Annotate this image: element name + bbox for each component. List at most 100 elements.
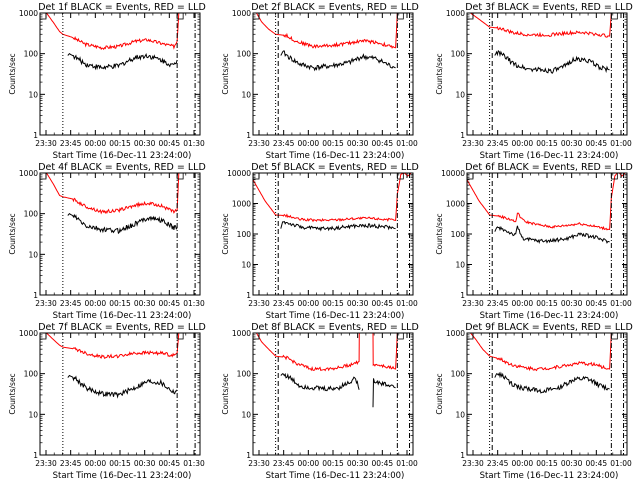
events-series-line (67, 52, 178, 71)
x-tick-label: 23:45 (60, 299, 82, 308)
y-tick-label: 10 (455, 90, 465, 99)
y-tick-label: 1 (460, 451, 465, 460)
panel-title: Det 5f BLACK = Events, RED = LLD (252, 162, 420, 173)
y-tick-label: 1000 (232, 329, 251, 338)
y-axis-label: Counts/sec (221, 213, 230, 254)
panel-det-1: Det 1f BLACK = Events, RED = LLD Counts/s… (8, 2, 206, 161)
y-tick-label: 1 (33, 291, 38, 300)
x-tick-label: 00:00 (85, 459, 107, 468)
y-tick-label: 100 (237, 50, 252, 59)
x-tick-label: 23:45 (60, 459, 82, 468)
x-tick-label: 01:30 (183, 299, 205, 308)
x-tick-label: 00:00 (511, 299, 533, 308)
y-tick-label: 10 (242, 261, 252, 270)
series-group (46, 13, 180, 71)
x-tick-label: 01:00 (397, 459, 419, 468)
saa-marker (39, 172, 47, 180)
x-tick-label: 00:15 (323, 139, 345, 148)
panel-title: Det 8f BLACK = Events, RED = LLD (252, 322, 420, 333)
events-series-line (67, 374, 178, 399)
plot-frame (39, 172, 201, 296)
x-tick-label: 00:30 (347, 299, 369, 308)
y-tick-label: 1000 (446, 200, 465, 209)
y-tick-label: 10 (28, 250, 38, 259)
panel-title: Det 3f BLACK = Events, RED = LLD (465, 2, 633, 13)
lld-series-line (46, 333, 180, 359)
y-tick-label: 100 (237, 370, 252, 379)
x-tick-label: 23:30 (249, 299, 271, 308)
x-tick-label: 23:30 (35, 299, 57, 308)
x-axis-label: Start Time (16-Dec-11 23:24:00) (479, 311, 618, 321)
y-axis-label: Counts/sec (221, 53, 230, 94)
x-axis-label: Start Time (16-Dec-11 23:24:00) (266, 151, 405, 161)
y-tick-label: 1 (247, 291, 252, 300)
x-tick-label: 00:15 (536, 299, 558, 308)
y-tick-label: 1000 (19, 9, 38, 18)
panel-det-7: Det 7f BLACK = Events, RED = LLD Counts/s… (8, 322, 206, 480)
x-tick-label: 23:30 (462, 299, 484, 308)
y-axis-label: Counts/sec (8, 53, 17, 94)
series-group (469, 13, 612, 74)
series-group (469, 333, 612, 394)
y-tick-label: 1 (33, 451, 38, 460)
y-axis-label: Counts/sec (8, 213, 17, 254)
saa-marker (397, 12, 405, 20)
plot-frame (252, 172, 414, 296)
y-tick-label: 1 (247, 131, 252, 140)
x-tick-label: 00:30 (561, 299, 583, 308)
x-tick-label: 01:00 (610, 139, 632, 148)
events-series-line (372, 378, 397, 408)
saa-marker (610, 12, 618, 20)
x-tick-label: 01:00 (610, 299, 632, 308)
x-tick-label: 00:45 (372, 459, 394, 468)
y-tick-label: 10 (28, 410, 38, 419)
panel-title: Det 4f BLACK = Events, RED = LLD (38, 162, 206, 173)
series-group (253, 173, 412, 232)
x-tick-label: 00:15 (109, 299, 131, 308)
lld-series-line (256, 333, 361, 372)
y-axis-label: Counts/sec (221, 373, 230, 414)
y-axis-label: Counts/sec (8, 373, 17, 414)
y-tick-label: 1 (33, 131, 38, 140)
lld-series-line (469, 13, 612, 38)
lld-series-line (466, 173, 626, 231)
panel-title: Det 6f BLACK = Events, RED = LLD (465, 162, 633, 173)
x-axis-label: Start Time (16-Dec-11 23:24:00) (53, 151, 192, 161)
panel-det-3: Det 3f BLACK = Events, RED = LLD Counts/s… (435, 2, 633, 161)
x-tick-label: 00:45 (585, 139, 607, 148)
x-tick-label: 00:15 (536, 459, 558, 468)
plot-frame (39, 12, 201, 136)
x-tick-label: 00:45 (585, 459, 607, 468)
x-tick-label: 00:00 (85, 299, 107, 308)
events-series-line (494, 225, 610, 245)
x-tick-label: 01:00 (397, 299, 419, 308)
x-tick-label: 23:30 (35, 139, 57, 148)
x-tick-label: 00:30 (134, 459, 156, 468)
x-tick-label: 00:15 (536, 139, 558, 148)
x-tick-label: 00:00 (511, 139, 533, 148)
x-tick-label: 00:30 (134, 299, 156, 308)
panel-det-2: Det 2f BLACK = Events, RED = LLD Counts/s… (221, 2, 419, 161)
x-tick-label: 00:45 (159, 459, 181, 468)
x-tick-label: 23:45 (487, 139, 509, 148)
y-tick-label: 1 (247, 451, 252, 460)
plot-frame (466, 332, 628, 456)
panel-title: Det 7f BLACK = Events, RED = LLD (38, 322, 206, 333)
x-tick-label: 00:00 (298, 139, 320, 148)
x-tick-label: 00:30 (134, 139, 156, 148)
x-tick-label: 01:00 (610, 459, 632, 468)
panel-det-6: Det 6f BLACK = Events, RED = LLD Counts/s… (435, 162, 633, 321)
lld-series-line (372, 333, 399, 370)
x-tick-label: 23:45 (487, 299, 509, 308)
x-tick-label: 23:45 (273, 299, 295, 308)
y-tick-label: 100 (24, 50, 39, 59)
panel-title: Det 9f BLACK = Events, RED = LLD (465, 322, 633, 333)
y-tick-label: 1 (460, 131, 465, 140)
y-tick-label: 100 (450, 370, 465, 379)
panel-title: Det 1f BLACK = Events, RED = LLD (38, 2, 206, 13)
saa-marker (39, 12, 47, 20)
x-tick-label: 00:45 (372, 139, 394, 148)
y-tick-label: 100 (450, 50, 465, 59)
x-tick-label: 00:30 (347, 459, 369, 468)
